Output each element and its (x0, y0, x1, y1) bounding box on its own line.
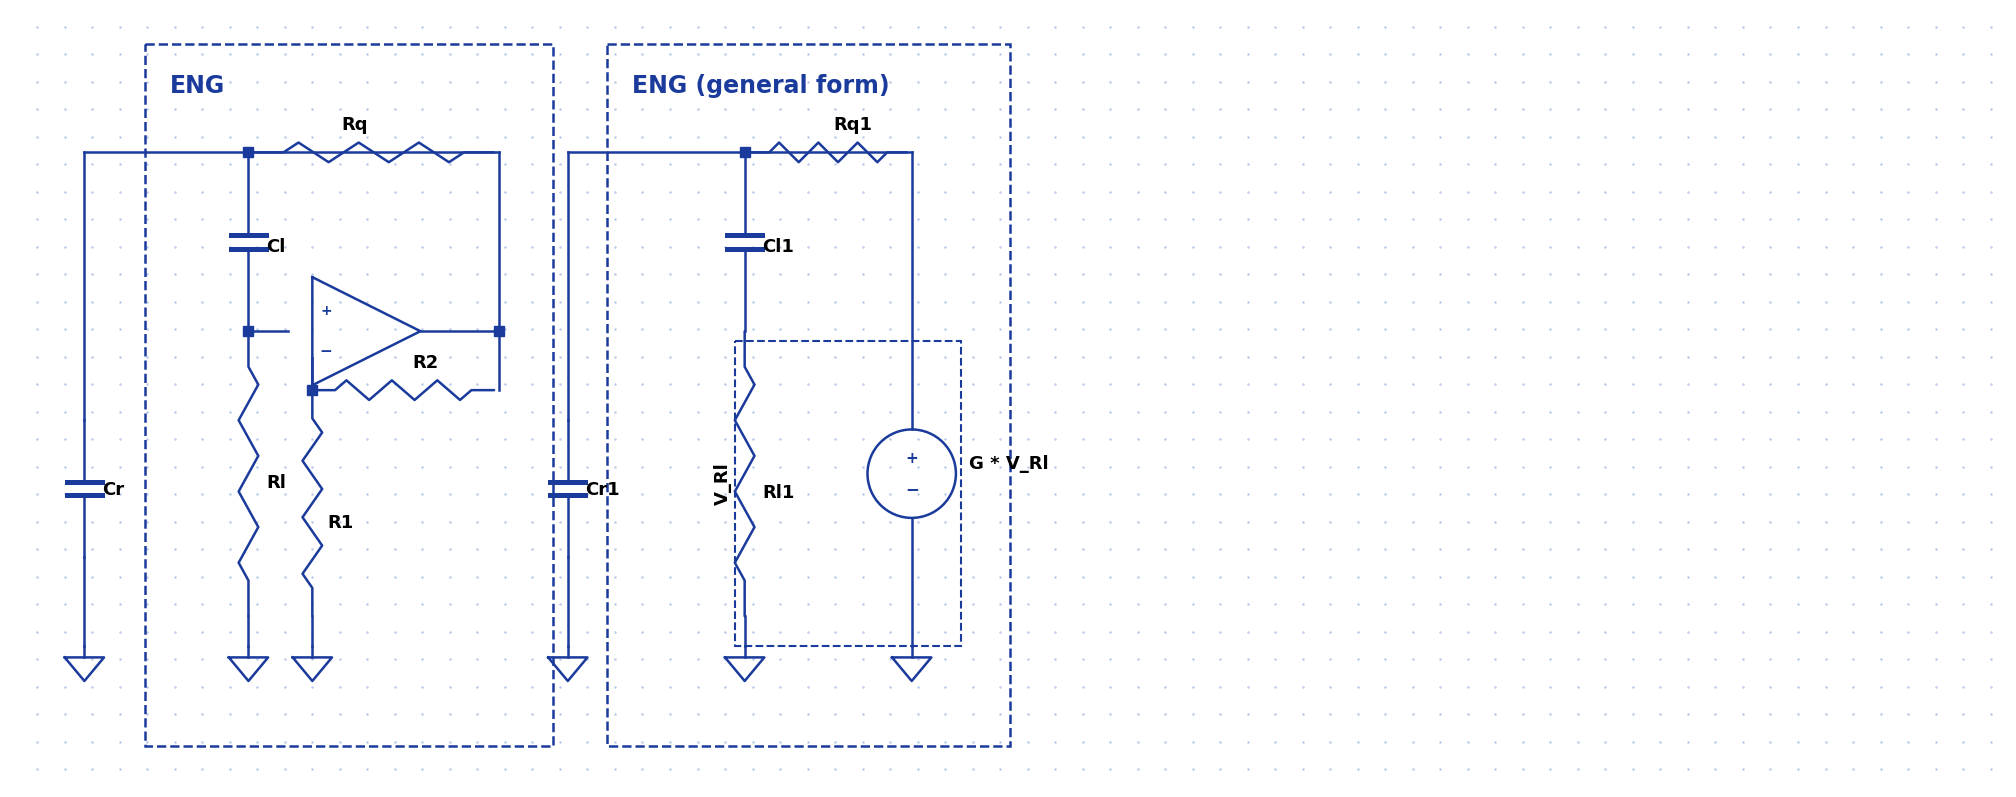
Text: Rq1: Rq1 (833, 116, 873, 134)
Text: Rl1: Rl1 (762, 485, 794, 502)
Text: Cl: Cl (266, 238, 286, 256)
Text: Rl: Rl (266, 474, 286, 493)
Text: −: − (905, 480, 919, 498)
Text: ENG (general form): ENG (general form) (631, 73, 889, 97)
Text: ENG: ENG (169, 73, 226, 97)
Text: −: − (321, 344, 333, 359)
Text: Rq: Rq (343, 116, 369, 134)
Text: R1: R1 (327, 514, 353, 532)
Text: Cl1: Cl1 (762, 238, 794, 256)
Text: +: + (321, 304, 333, 318)
Text: G * V_Rl: G * V_Rl (970, 455, 1048, 473)
Text: Cr: Cr (103, 481, 125, 500)
Text: +: + (905, 450, 917, 465)
Text: Cr1: Cr1 (585, 481, 621, 500)
Text: R2: R2 (413, 354, 439, 371)
Text: V_Rl: V_Rl (714, 462, 732, 505)
